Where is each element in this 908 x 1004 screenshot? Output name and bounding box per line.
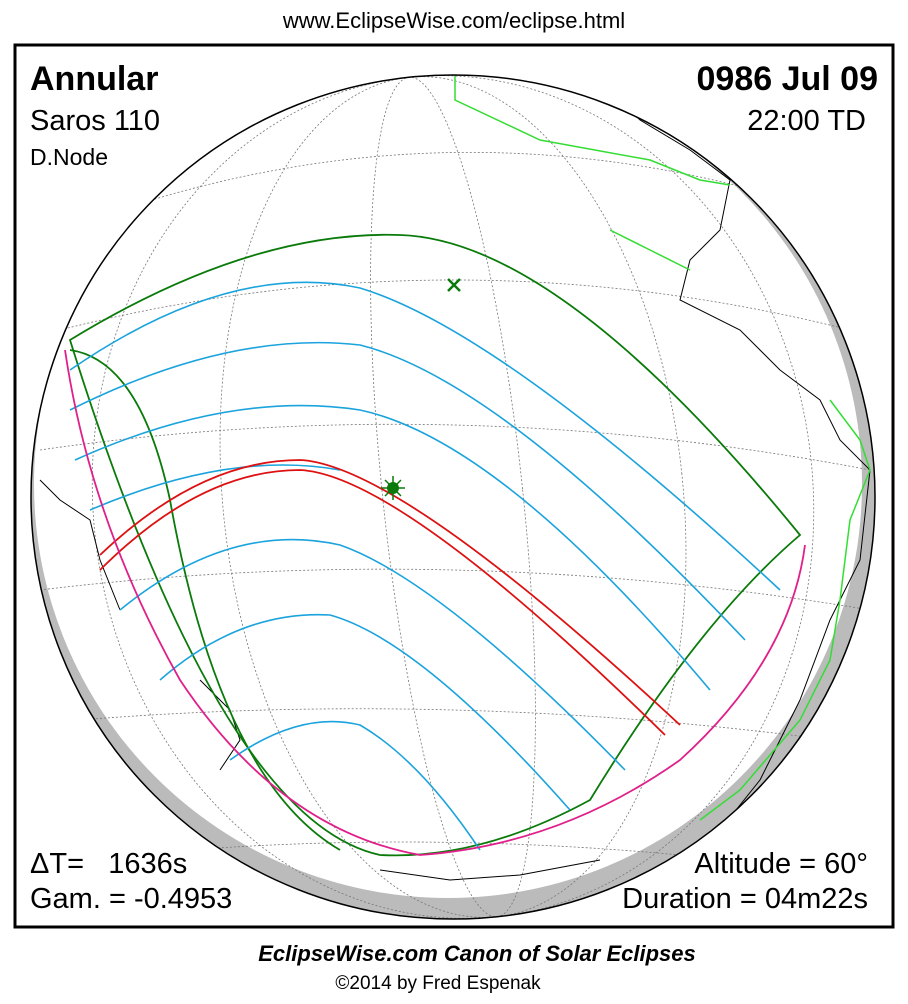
rise-set-curve (64, 349, 806, 856)
greatest-eclipse-star (381, 476, 405, 500)
node: D.Node (30, 144, 108, 170)
date: 0986 Jul 09 (697, 60, 878, 98)
frame (13, 43, 895, 929)
altitude: Altitude = 60° (694, 848, 868, 880)
eclipse-type: Annular (30, 60, 158, 98)
url: www.EclipseWise.com/eclipse.html (282, 8, 625, 33)
globe (31, 75, 875, 919)
globe-outline (30, 74, 876, 920)
subsolar-point (447, 278, 461, 292)
borders (454, 75, 871, 821)
duration-lines (69, 281, 781, 851)
saros: Saros 110 (30, 105, 160, 137)
delta-t: ΔT= 1636s (30, 848, 187, 880)
central-path (99, 459, 681, 736)
gamma: Gam. = -0.4953 (30, 883, 232, 915)
limit-curve (69, 349, 341, 851)
duration: Duration = 04m22s (622, 883, 868, 915)
outer-limit (68, 233, 802, 857)
time: 22:00 TD (747, 105, 866, 137)
footer-title: EclipseWise.com Canon of Solar Eclipses (258, 941, 696, 966)
footer-credit: ©2014 by Fred Espenak (335, 973, 541, 994)
